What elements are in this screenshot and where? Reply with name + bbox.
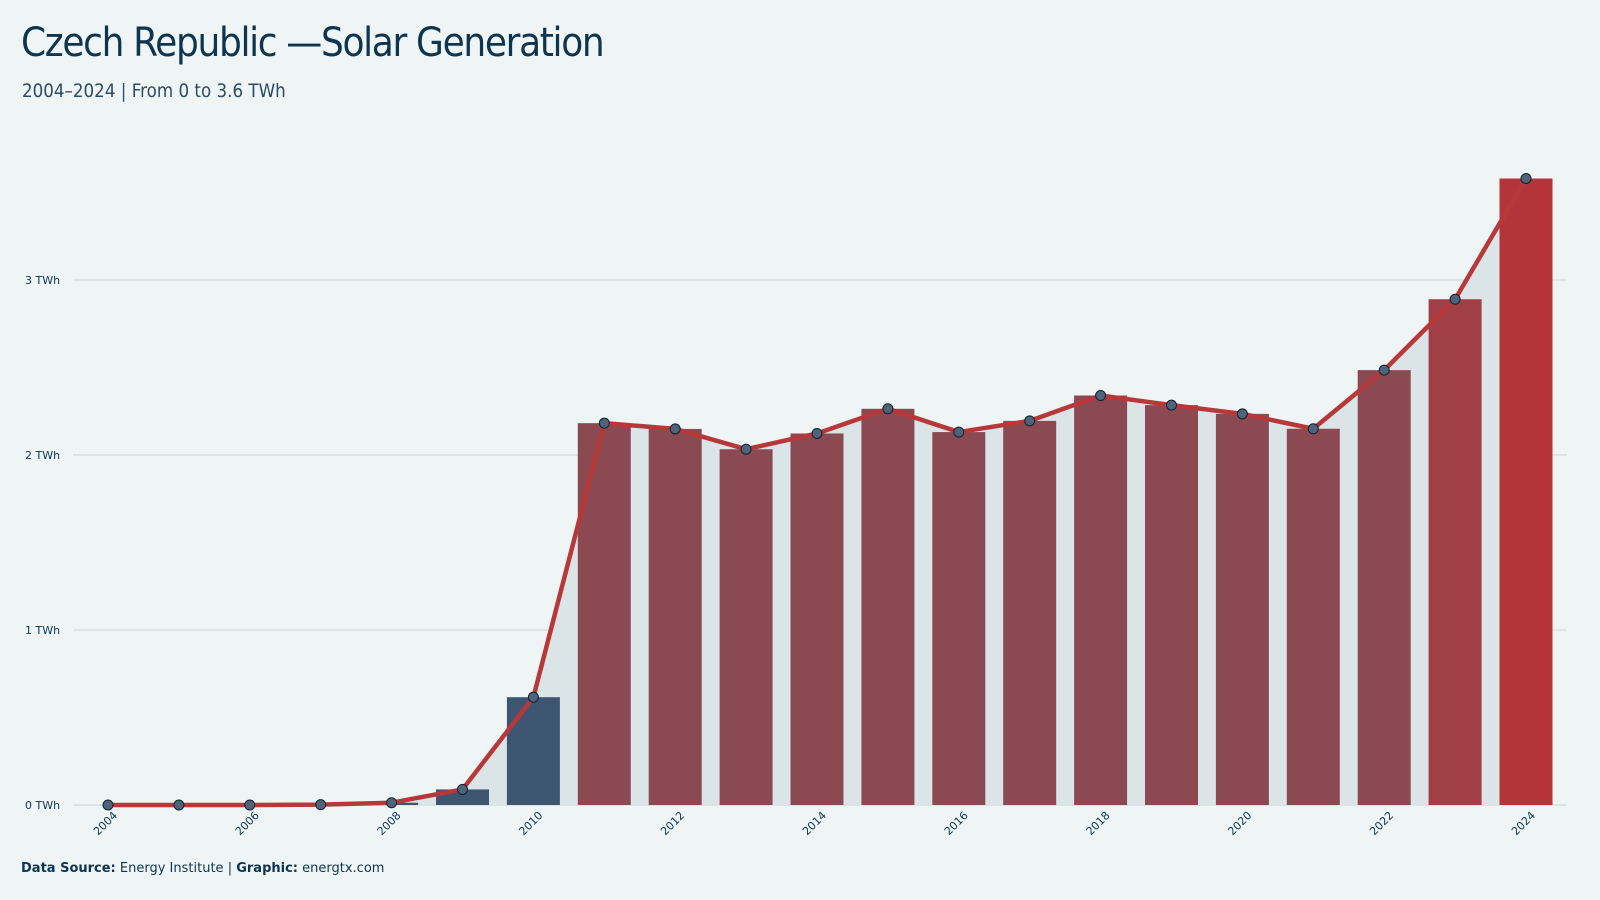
x-tick-label: 2016 <box>942 809 971 838</box>
point-2020 <box>1236 408 1248 420</box>
y-tick-label: 2 TWh <box>25 449 60 462</box>
x-tick-label: 2008 <box>375 809 404 838</box>
source-label: Data Source: <box>21 861 116 876</box>
x-tick-label: 2010 <box>516 809 545 838</box>
bar-2018 <box>1074 395 1128 805</box>
bar-2015 <box>861 408 915 805</box>
graphic-label: Graphic: <box>236 861 298 876</box>
point-2018 <box>1095 390 1107 401</box>
bar-2010 <box>506 697 560 805</box>
footer-separator: | <box>227 861 233 876</box>
chart-title: Czech Republic —Solar Generation <box>21 20 605 66</box>
point-2005 <box>173 799 185 811</box>
x-tick-label: 2024 <box>1509 809 1538 838</box>
bar-2013 <box>719 449 773 805</box>
point-2022 <box>1378 364 1390 376</box>
bar-2020 <box>1215 413 1269 805</box>
point-2007 <box>315 799 327 811</box>
bar-2019 <box>1145 405 1198 805</box>
point-2023 <box>1449 293 1461 305</box>
footer-credits: Data Source: Energy Institute | Graphic:… <box>21 861 384 876</box>
point-2021 <box>1307 423 1319 435</box>
point-2024 <box>1520 173 1532 184</box>
y-tick-label: 1 TWh <box>25 624 60 637</box>
bar-2012 <box>648 428 702 805</box>
bar-2017 <box>1003 420 1057 805</box>
y-tick-label: 0 TWh <box>25 799 60 812</box>
chart-subtitle: 2004–2024 | From 0 to 3.6 TWh <box>22 80 286 102</box>
x-tick-label: 2012 <box>658 809 687 838</box>
x-tick-label: 2020 <box>1225 809 1254 838</box>
point-2016 <box>953 426 965 438</box>
source-value: Energy Institute <box>119 861 224 876</box>
point-2004 <box>102 799 114 811</box>
point-2012 <box>669 423 681 435</box>
point-2009 <box>457 783 468 795</box>
x-tick-label: 2022 <box>1367 809 1396 838</box>
bar-2014 <box>790 433 844 805</box>
bar-2024 <box>1499 178 1553 805</box>
bar-2011 <box>577 423 631 805</box>
x-tick-label: 2006 <box>233 809 262 838</box>
point-2008 <box>386 797 398 809</box>
point-2006 <box>244 799 256 811</box>
graphic-value: energtx.com <box>302 861 385 876</box>
y-tick-label: 3 TWh <box>25 274 60 287</box>
point-2019 <box>1166 399 1177 411</box>
x-tick-label: 2014 <box>800 809 829 838</box>
point-2014 <box>811 427 823 439</box>
bar-2023 <box>1428 299 1482 805</box>
x-tick-label: 2018 <box>1084 809 1113 838</box>
bar-2022 <box>1357 370 1411 805</box>
point-2010 <box>527 691 539 703</box>
point-2015 <box>882 403 894 415</box>
point-2011 <box>598 417 610 429</box>
x-tick-label: 2004 <box>91 809 120 838</box>
point-2013 <box>740 443 752 455</box>
bar-2021 <box>1286 428 1340 805</box>
bar-2016 <box>932 432 986 805</box>
point-2017 <box>1024 415 1036 427</box>
